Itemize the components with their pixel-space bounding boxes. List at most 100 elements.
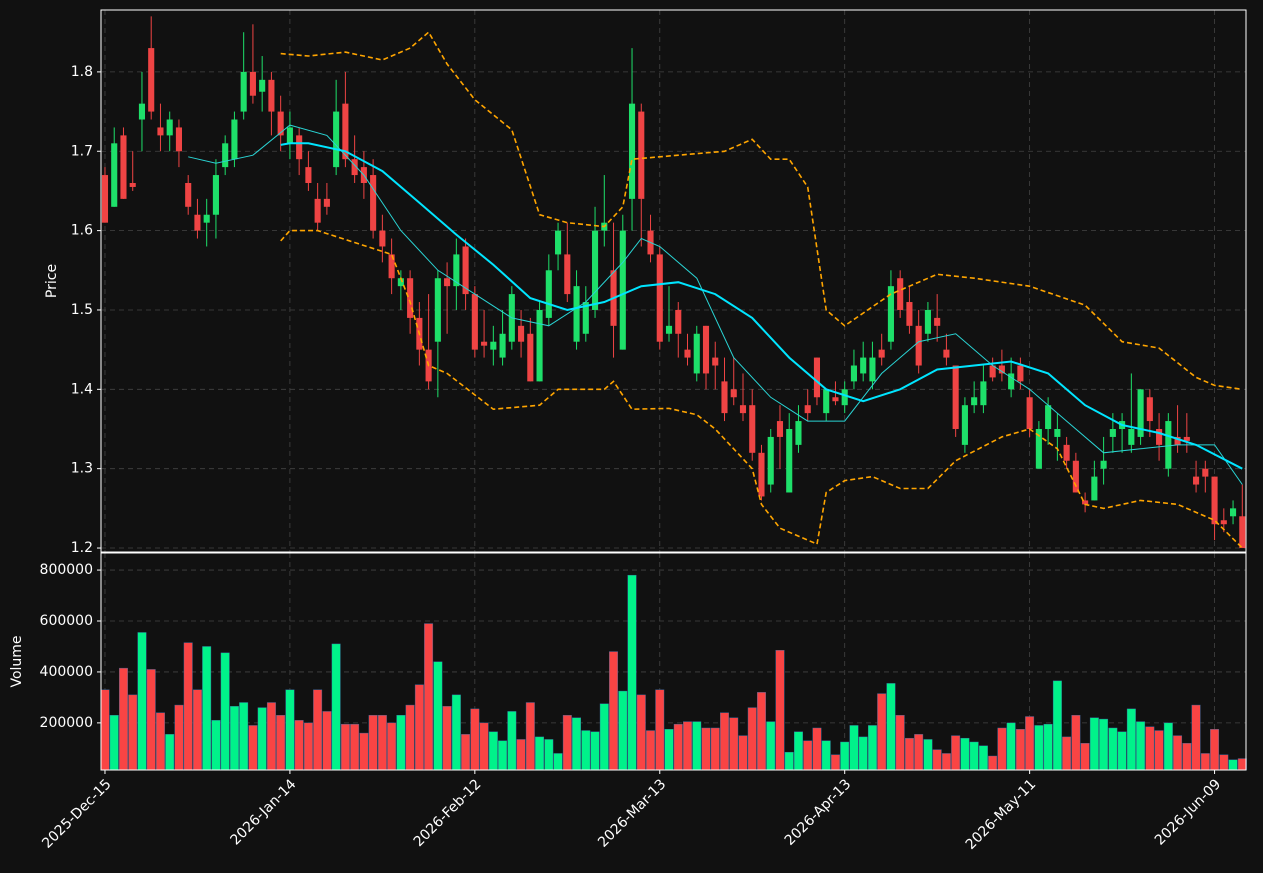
indicator-line xyxy=(280,142,1243,470)
candle-body xyxy=(1035,428,1042,469)
candle-body xyxy=(462,246,469,295)
candle-body xyxy=(684,349,691,358)
candle-body xyxy=(499,333,506,358)
y-tick-label: 1.2 xyxy=(71,540,93,556)
candle-body xyxy=(730,389,737,398)
candle-body xyxy=(564,254,571,295)
volume-bar xyxy=(1219,754,1229,771)
candle-body xyxy=(286,127,293,144)
candle-body xyxy=(240,71,247,112)
candle-body xyxy=(333,111,340,168)
candle-body xyxy=(314,198,321,223)
volume-bar xyxy=(1117,731,1127,771)
candle-body xyxy=(323,198,330,207)
volume-bar xyxy=(100,689,110,771)
candle-body xyxy=(887,286,894,342)
candle-body xyxy=(998,365,1005,374)
indicator-line xyxy=(280,229,1243,549)
volume-bar xyxy=(581,730,591,771)
candle-body xyxy=(582,302,589,334)
volume-bar xyxy=(1099,718,1109,771)
volume-bar xyxy=(507,711,517,771)
candle-body xyxy=(342,103,349,160)
candle-body xyxy=(518,325,525,342)
volume-bar xyxy=(165,734,175,771)
volume-bar xyxy=(220,652,230,771)
volume-bar xyxy=(303,722,313,771)
candle-body xyxy=(795,421,802,445)
candle-body xyxy=(675,309,682,334)
volume-bar xyxy=(1163,722,1173,771)
candle-body xyxy=(111,143,118,207)
volume-bar xyxy=(451,694,461,771)
candle-body xyxy=(712,357,719,366)
candle-body xyxy=(971,397,978,406)
volume-bar xyxy=(886,683,896,771)
volume-bar xyxy=(988,755,998,771)
candle-body xyxy=(231,119,238,160)
volume-bar xyxy=(664,729,674,771)
volume-bar xyxy=(479,722,489,771)
volume-bar xyxy=(729,717,739,771)
y-tick-label: 1.5 xyxy=(71,302,93,318)
volume-bar xyxy=(1136,721,1146,771)
candle-body xyxy=(702,325,710,374)
candle-body xyxy=(776,421,784,437)
candle-body xyxy=(1220,520,1227,525)
candle-body xyxy=(1230,508,1237,517)
volume-bar xyxy=(229,706,239,771)
volume-bar xyxy=(562,715,572,771)
volume-bar xyxy=(673,723,683,771)
candle-body xyxy=(453,254,460,287)
candle-body xyxy=(656,254,663,342)
volume-bar xyxy=(1173,735,1183,771)
candle-body xyxy=(527,333,534,382)
volume-bar xyxy=(997,727,1007,771)
candle-body xyxy=(813,357,821,398)
volume-bar xyxy=(183,642,193,771)
volume-bar xyxy=(414,684,424,771)
volume-bar xyxy=(331,643,341,771)
candle-body xyxy=(693,333,700,374)
volume-bar xyxy=(923,739,933,771)
candle-body xyxy=(490,341,497,350)
volume-bar xyxy=(1034,725,1044,771)
volume-bar xyxy=(849,725,859,771)
candle-body xyxy=(1100,460,1107,469)
volume-bar xyxy=(192,689,202,771)
volume-bar xyxy=(775,650,785,771)
volume-bar xyxy=(1126,708,1136,771)
candle-body xyxy=(397,278,404,287)
candle-body xyxy=(850,365,857,382)
candle-body xyxy=(296,135,303,160)
volume-bar xyxy=(720,712,729,771)
volume-bar xyxy=(257,707,267,771)
axes-frame xyxy=(100,9,1247,553)
volume-bar xyxy=(202,646,212,771)
volume-bar xyxy=(461,734,471,771)
volume-bar xyxy=(960,737,970,771)
volume-bar xyxy=(285,689,295,771)
volume-bar xyxy=(1154,730,1164,771)
volume-bar xyxy=(572,717,582,771)
candle-body xyxy=(1054,428,1061,437)
volume-bar xyxy=(137,632,147,771)
volume-bar xyxy=(359,732,369,771)
candle-body xyxy=(471,294,478,350)
candle-body xyxy=(1109,428,1116,437)
volume-bar xyxy=(350,723,360,771)
volume-bar xyxy=(646,730,655,771)
candle-body xyxy=(555,230,562,255)
volume-bar xyxy=(128,694,138,771)
candle-body xyxy=(924,309,931,334)
volume-bar xyxy=(239,702,249,771)
candle-body xyxy=(212,175,219,215)
candle-body xyxy=(434,278,441,342)
volume-bar xyxy=(830,754,840,771)
volume-bar xyxy=(840,741,850,771)
volume-bar xyxy=(1025,716,1035,771)
volume-bar xyxy=(692,721,702,771)
volume-bar xyxy=(747,707,757,771)
volume-bar xyxy=(266,702,276,771)
